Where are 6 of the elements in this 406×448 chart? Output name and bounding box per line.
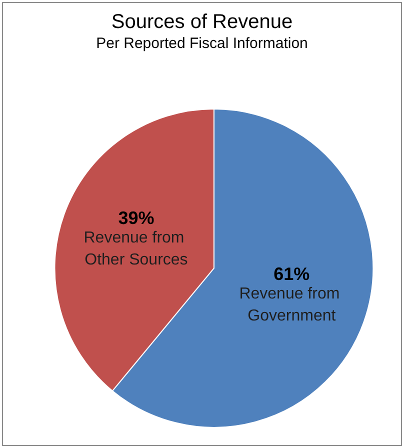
chart-subtitle: Per Reported Fiscal Information [96,35,308,52]
slice-label: Revenue from Other Sources [84,230,189,269]
chart-title: Sources of Revenue [111,11,293,33]
slice-label: Revenue from Government [239,286,344,325]
data-label: 61% [274,264,310,284]
data-label: 39% [118,208,154,228]
